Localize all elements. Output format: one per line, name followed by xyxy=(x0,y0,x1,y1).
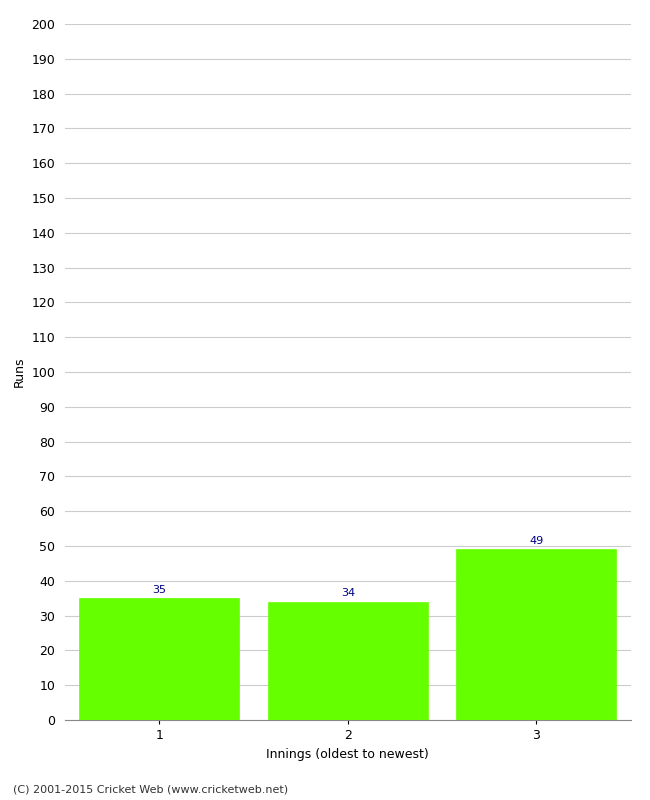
X-axis label: Innings (oldest to newest): Innings (oldest to newest) xyxy=(266,747,429,761)
Text: 35: 35 xyxy=(152,585,166,594)
Bar xyxy=(268,602,428,720)
Bar xyxy=(79,598,239,720)
Text: 49: 49 xyxy=(529,536,543,546)
Text: 34: 34 xyxy=(341,588,355,598)
Bar xyxy=(456,550,616,720)
Y-axis label: Runs: Runs xyxy=(13,357,26,387)
Text: (C) 2001-2015 Cricket Web (www.cricketweb.net): (C) 2001-2015 Cricket Web (www.cricketwe… xyxy=(13,784,288,794)
